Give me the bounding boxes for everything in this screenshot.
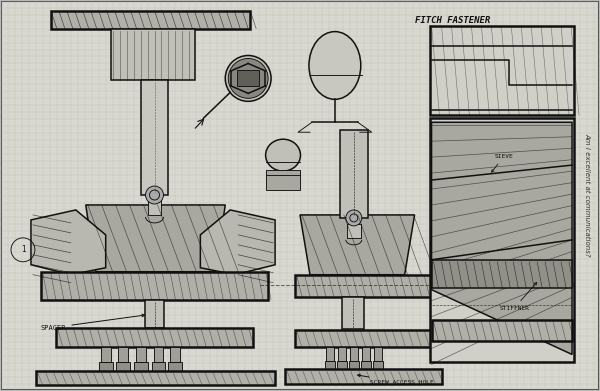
Text: 1: 1 xyxy=(20,245,25,254)
Bar xyxy=(36,371,275,385)
Bar xyxy=(431,260,572,288)
Bar xyxy=(41,272,268,300)
Circle shape xyxy=(228,59,268,99)
Ellipse shape xyxy=(309,32,361,99)
Bar xyxy=(431,319,572,341)
Bar xyxy=(136,348,146,362)
Polygon shape xyxy=(431,122,572,354)
Bar xyxy=(118,348,128,362)
Bar xyxy=(56,328,253,348)
Polygon shape xyxy=(200,210,275,275)
Bar xyxy=(237,70,259,86)
Polygon shape xyxy=(86,205,225,272)
Bar xyxy=(430,118,574,362)
Bar xyxy=(116,362,130,371)
Bar xyxy=(145,300,164,328)
Bar xyxy=(362,348,370,361)
Text: FITCH FASTENER: FITCH FASTENER xyxy=(415,16,490,25)
Bar xyxy=(140,81,169,195)
Text: Am I excellent at communications?: Am I excellent at communications? xyxy=(584,133,590,257)
Bar xyxy=(285,369,442,384)
Bar xyxy=(338,348,346,361)
Bar xyxy=(170,348,181,362)
Bar xyxy=(101,348,110,362)
Text: SCREW ACCESS HOLE: SCREW ACCESS HOLE xyxy=(358,374,434,385)
Bar xyxy=(295,275,433,297)
Bar xyxy=(361,361,371,369)
Circle shape xyxy=(146,186,163,204)
Bar xyxy=(152,362,166,371)
Circle shape xyxy=(225,56,271,101)
Text: SPACER: SPACER xyxy=(41,314,145,330)
Bar xyxy=(430,25,574,115)
Bar xyxy=(347,224,361,238)
Bar xyxy=(148,200,161,215)
Bar xyxy=(337,361,347,369)
Polygon shape xyxy=(31,210,106,275)
Bar xyxy=(266,170,300,190)
Bar xyxy=(326,348,334,361)
Bar xyxy=(340,130,368,218)
Bar xyxy=(373,361,383,369)
Ellipse shape xyxy=(266,139,301,171)
Bar xyxy=(154,348,163,362)
Bar xyxy=(349,361,359,369)
Bar xyxy=(295,330,433,348)
Bar xyxy=(110,29,196,81)
Bar xyxy=(325,361,335,369)
Bar xyxy=(342,297,364,328)
Bar xyxy=(350,348,358,361)
Bar xyxy=(134,362,148,371)
Bar xyxy=(169,362,182,371)
Bar xyxy=(99,362,113,371)
Circle shape xyxy=(346,210,362,226)
Bar xyxy=(51,11,250,29)
Polygon shape xyxy=(300,215,415,275)
Bar xyxy=(374,348,382,361)
Text: SIEVE: SIEVE xyxy=(491,154,513,172)
Text: STIFFNER: STIFFNER xyxy=(499,282,537,310)
